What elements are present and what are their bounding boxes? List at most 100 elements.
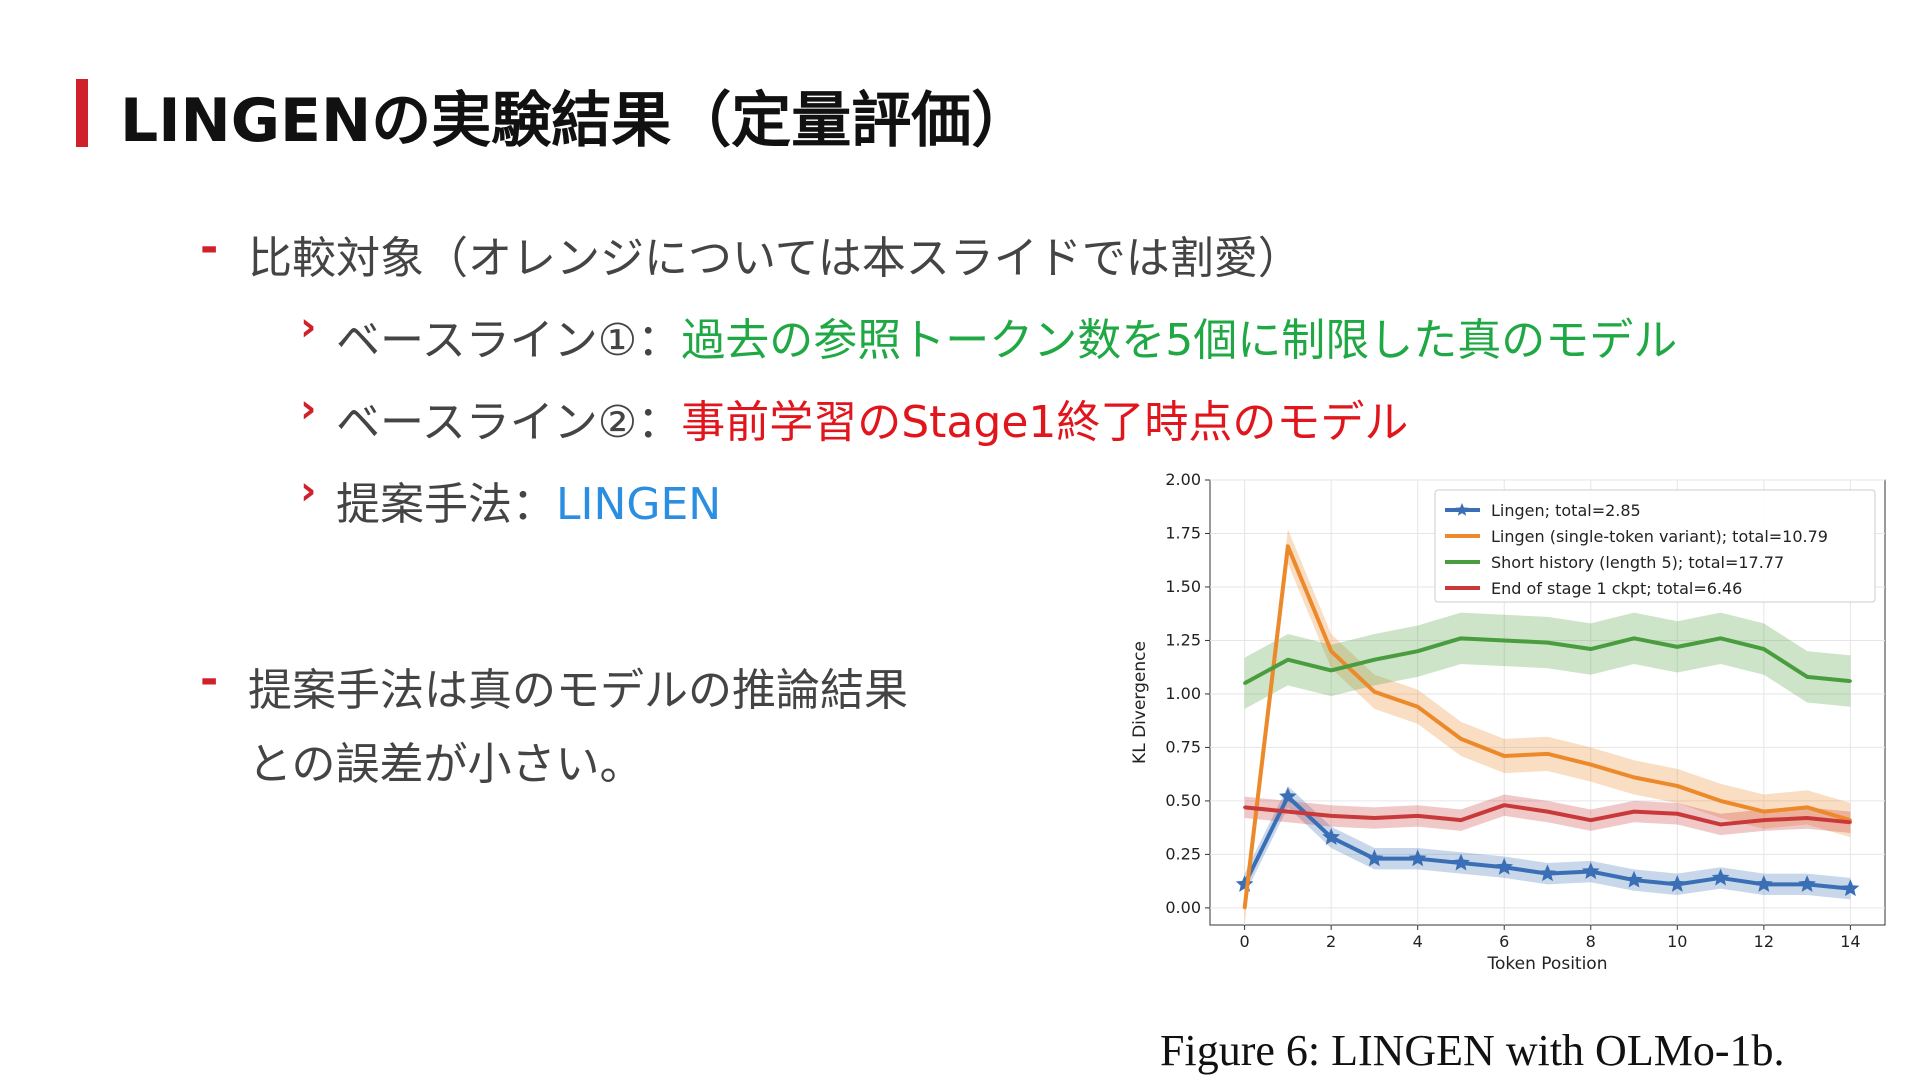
series-band-3 bbox=[1244, 794, 1851, 836]
conclusion-line-2: との誤差が小さい。 bbox=[248, 739, 644, 790]
data-point bbox=[1632, 636, 1636, 640]
kl-divergence-chart: 0 2 4 6 8 10 12 14 0.00 0.25 0.50 0.75 1.00 1.25 1.50 1… bbox=[1130, 470, 1886, 974]
bullet-text: 比較対象（オレンジについては本スライドでは割愛） bbox=[248, 233, 1302, 284]
data-point bbox=[1632, 775, 1636, 779]
data-point bbox=[1589, 818, 1593, 822]
data-point bbox=[1416, 649, 1420, 653]
baseline-1-value: 過去の参照トークン数を5個に制限した真のモデル bbox=[681, 315, 1678, 366]
data-point-star bbox=[1841, 879, 1860, 897]
data-point bbox=[1329, 814, 1333, 818]
chevron-right-icon: › bbox=[300, 304, 317, 350]
series-band-2 bbox=[1244, 612, 1851, 709]
data-point bbox=[1546, 810, 1549, 814]
data-point bbox=[1502, 638, 1506, 642]
figure-caption: Figure 6: LINGEN with OLMo-1b. bbox=[1160, 1026, 1785, 1075]
data-point bbox=[1848, 679, 1852, 683]
y-tick-label: 2.00 bbox=[1165, 470, 1201, 489]
data-point bbox=[1762, 647, 1766, 651]
data-point bbox=[1286, 810, 1290, 814]
legend-label: Short history (length 5); total=17.77 bbox=[1491, 553, 1784, 572]
legend-label: End of stage 1 ckpt; total=6.46 bbox=[1491, 579, 1742, 598]
data-point-star bbox=[1495, 857, 1514, 875]
data-point bbox=[1416, 814, 1420, 818]
data-point bbox=[1675, 784, 1679, 788]
data-point bbox=[1502, 803, 1506, 807]
data-point bbox=[1372, 690, 1376, 694]
data-point bbox=[1546, 752, 1549, 756]
data-point bbox=[1719, 636, 1723, 640]
bullet-conclusion: - 提案手法は真のモデルの推論結果 との誤差が小さい。 bbox=[200, 654, 908, 802]
conclusion-line-1: 提案手法は真のモデルの推論結果 bbox=[248, 665, 908, 716]
data-point bbox=[1286, 544, 1290, 548]
data-point-star bbox=[1408, 849, 1427, 867]
data-point-star bbox=[1538, 864, 1557, 882]
title-accent-bar bbox=[76, 79, 88, 147]
y-tick-label: 1.75 bbox=[1165, 523, 1201, 542]
data-point bbox=[1805, 805, 1809, 809]
data-point bbox=[1286, 658, 1290, 662]
data-point bbox=[1589, 763, 1593, 767]
data-point-star bbox=[1322, 828, 1341, 845]
y-tick-label: 0.25 bbox=[1165, 844, 1201, 863]
chevron-right-icon: › bbox=[300, 386, 317, 432]
y-tick-label: 1.25 bbox=[1165, 630, 1201, 649]
data-point bbox=[1848, 820, 1852, 824]
data-point bbox=[1459, 818, 1463, 822]
baseline-2-value: 事前学習のStage1終了時点のモデル bbox=[681, 397, 1409, 448]
data-point bbox=[1372, 658, 1376, 662]
data-point bbox=[1243, 805, 1247, 809]
data-point bbox=[1459, 636, 1463, 640]
data-point bbox=[1416, 705, 1420, 709]
y-tick-label: 1.50 bbox=[1165, 577, 1201, 596]
data-point bbox=[1372, 816, 1376, 820]
x-tick-label: 10 bbox=[1667, 932, 1687, 951]
page-title: LINGENの実験結果（定量評価） bbox=[120, 86, 1032, 156]
data-point-star bbox=[1279, 787, 1297, 805]
data-point bbox=[1589, 647, 1593, 651]
data-point-star bbox=[1711, 868, 1730, 886]
data-point bbox=[1329, 668, 1333, 672]
y-axis-label: KL Divergence bbox=[1130, 641, 1150, 764]
data-point bbox=[1502, 754, 1506, 758]
data-point bbox=[1675, 645, 1679, 649]
sub-bullet-baseline-2: › ベースライン②：事前学習のStage1終了時点のモデル bbox=[300, 386, 1408, 450]
data-point bbox=[1762, 818, 1766, 822]
x-tick-label: 0 bbox=[1240, 932, 1250, 951]
x-tick-label: 14 bbox=[1840, 932, 1860, 951]
sub-bullet-proposed: › 提案手法：LINGEN bbox=[300, 468, 721, 532]
y-tick-label: 0.50 bbox=[1165, 791, 1201, 810]
y-tick-label: 1.00 bbox=[1165, 684, 1201, 703]
dash-marker: - bbox=[200, 222, 219, 273]
data-point-star bbox=[1365, 849, 1384, 867]
data-point bbox=[1243, 681, 1247, 685]
x-tick-label: 12 bbox=[1754, 932, 1774, 951]
y-tick-label: 0.00 bbox=[1165, 898, 1201, 917]
chevron-right-icon: › bbox=[300, 468, 317, 514]
data-point-star bbox=[1798, 875, 1816, 892]
data-point bbox=[1329, 649, 1333, 653]
sub-bullet-baseline-1: › ベースライン①：過去の参照トークン数を5個に制限した真のモデル bbox=[300, 304, 1677, 368]
data-point-star bbox=[1668, 875, 1687, 892]
y-tick-label: 0.75 bbox=[1165, 737, 1201, 756]
data-point bbox=[1546, 641, 1549, 645]
baseline-1-label: ベースライン①： bbox=[336, 315, 682, 366]
data-point bbox=[1632, 810, 1636, 814]
x-tick-label: 8 bbox=[1586, 932, 1596, 951]
data-point bbox=[1719, 822, 1723, 826]
x-tick-label: 4 bbox=[1413, 932, 1423, 951]
data-point-star bbox=[1754, 875, 1773, 892]
bullet-comparison: - 比較対象（オレンジについては本スライドでは割愛） bbox=[200, 222, 1302, 286]
data-point-star bbox=[1581, 862, 1600, 880]
data-point bbox=[1805, 675, 1809, 679]
data-point bbox=[1805, 816, 1809, 820]
data-point-star bbox=[1625, 870, 1643, 888]
series-band-0 bbox=[1244, 785, 1851, 900]
legend-star-icon bbox=[1455, 503, 1469, 516]
data-point-star bbox=[1452, 853, 1470, 871]
data-point bbox=[1243, 906, 1247, 910]
proposed-value: LINGEN bbox=[556, 479, 722, 530]
dash-marker: - bbox=[200, 654, 219, 705]
data-point bbox=[1719, 799, 1723, 803]
x-axis-label: Token Position bbox=[1487, 954, 1608, 974]
legend-label: Lingen; total=2.85 bbox=[1491, 501, 1641, 520]
